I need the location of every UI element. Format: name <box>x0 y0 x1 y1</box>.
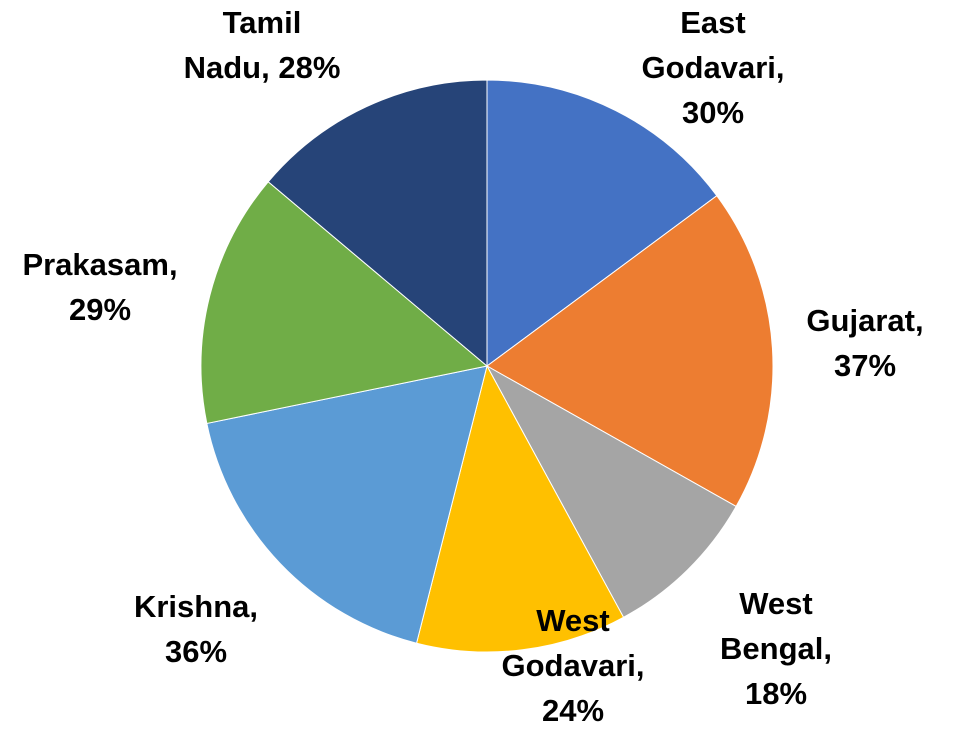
data-label-line: Krishna, <box>134 589 258 624</box>
pie-slice-west-bengal <box>485 364 737 618</box>
data-label-line: Bengal, <box>720 631 832 666</box>
data-label-line: West <box>536 603 610 638</box>
pie-slice-krishna <box>206 365 488 644</box>
pie-slice-prakasam <box>200 181 489 425</box>
data-label-line: Gujarat, <box>806 303 923 338</box>
data-label-tamil-nadu: Tamil Nadu, 28% <box>184 5 341 85</box>
data-label-west-godavari: West Godavari, 24% <box>502 603 645 728</box>
data-label-line: 36% <box>165 634 227 669</box>
data-label-west-bengal: West Bengal, 18% <box>720 586 832 711</box>
data-label-line: Nadu, 28% <box>184 50 341 85</box>
data-labels: East Godavari, 30% Gujarat, 37% West Bengal, 18… <box>22 5 923 728</box>
data-label-line: West <box>739 586 813 621</box>
data-label-line: Godavari, <box>642 50 785 85</box>
data-label-line: 30% <box>682 95 744 130</box>
data-label-east-godavari: East Godavari, 30% <box>642 5 785 130</box>
pie-slices <box>200 79 774 653</box>
data-label-line: 24% <box>542 693 604 728</box>
pie-slice-east-godavari <box>486 79 718 367</box>
data-label-line: 29% <box>69 292 131 327</box>
data-label-line: Godavari, <box>502 648 645 683</box>
pie-slice-gujarat <box>486 195 774 508</box>
data-label-line: Tamil <box>223 5 302 40</box>
data-label-krishna: Krishna, 36% <box>134 589 258 669</box>
data-label-gujarat: Gujarat, 37% <box>806 303 923 383</box>
data-label-line: 37% <box>834 348 896 383</box>
data-label-prakasam: Prakasam, 29% <box>22 247 177 327</box>
pie-slice-tamil-nadu <box>267 79 488 368</box>
data-label-line: East <box>680 5 745 40</box>
data-label-line: Prakasam, <box>22 247 177 282</box>
data-label-line: 18% <box>745 676 807 711</box>
pie-slice-west-godavari <box>415 364 625 653</box>
